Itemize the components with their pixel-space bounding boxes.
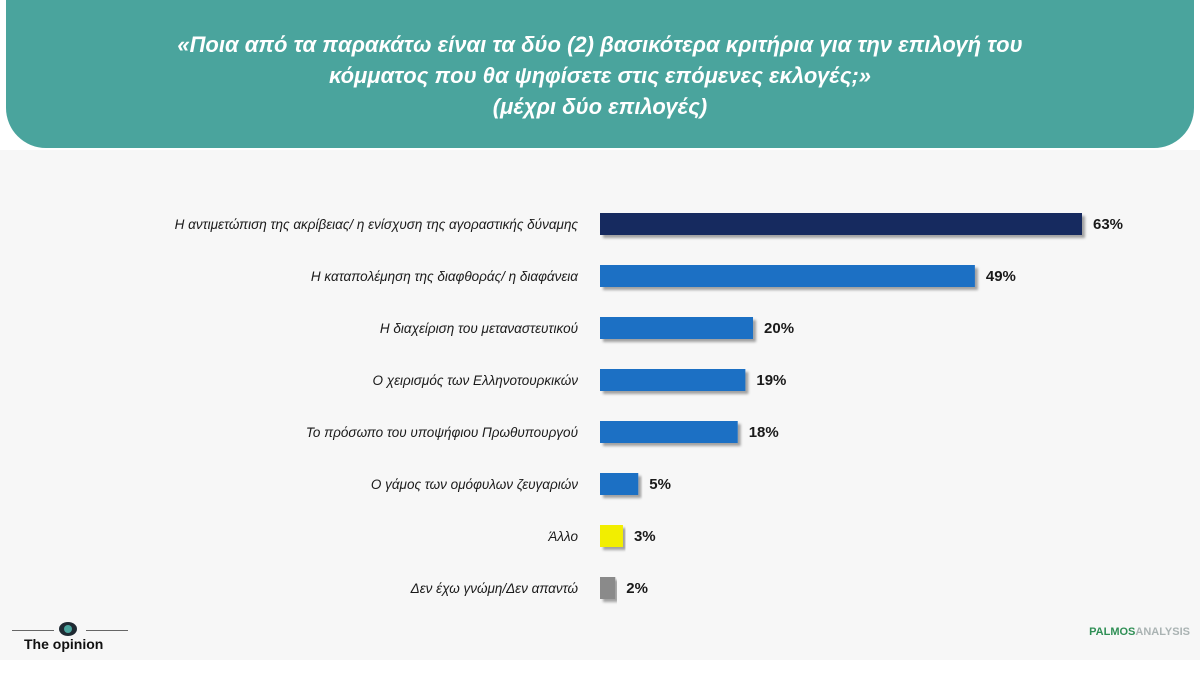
the-opinion-logo-text: The opinion: [24, 636, 104, 652]
the-opinion-logo: The opinion: [12, 620, 132, 656]
chart-title-line-3: (μέχρι δύο επιλογές): [492, 93, 708, 119]
palmos-logo-text-a: PALMOS: [1089, 626, 1136, 638]
category-label-4: Το πρόσωπο του υποψήφιου Πρωθυπουργού: [306, 425, 578, 440]
category-label-6: Άλλο: [547, 529, 578, 544]
category-label-5: Ο γάμος των ομόφυλων ζευγαριών: [371, 477, 578, 492]
value-label-6: 3%: [634, 528, 656, 545]
value-label-4: 18%: [749, 424, 779, 441]
value-label-3: 19%: [756, 372, 786, 389]
value-label-7: 2%: [626, 580, 648, 597]
bar-chart: Η αντιμετώπιση της ακρίβειας/ η ενίσχυση…: [175, 213, 1123, 599]
category-label-1: Η καταπολέμηση της διαφθοράς/ η διαφάνει…: [311, 269, 579, 284]
bar-1: [600, 265, 975, 287]
chart-title-line-1: «Ποια από τα παρακάτω είναι τα δύο (2) β…: [177, 31, 1023, 57]
logo-line-right: [86, 630, 128, 631]
category-label-2: Η διαχείριση του μεταναστευτικού: [380, 321, 578, 336]
bar-3: [600, 369, 746, 391]
value-label-0: 63%: [1093, 216, 1123, 233]
palmos-logo-text-b: ANALYSIS: [1135, 626, 1190, 638]
category-label-3: Ο χειρισμός των Ελληνοτουρκικών: [373, 373, 579, 388]
bar-4: [600, 421, 738, 443]
chart-title-box: «Ποια από τα παρακάτω είναι τα δύο (2) β…: [6, 0, 1194, 148]
bar-7: [600, 577, 616, 599]
eye-icon: [59, 622, 77, 636]
bar-5: [600, 473, 639, 495]
bars-layer: Η αντιμετώπιση της ακρίβειας/ η ενίσχυση…: [175, 213, 1123, 599]
category-label-7: Δεν έχω γνώμη/Δεν απαντώ: [410, 581, 579, 596]
logo-line-left: [12, 630, 54, 631]
chart-title-line-2: κόμματος που θα ψηφίσετε στις επόμενες ε…: [328, 62, 872, 88]
palmos-analysis-logo: PALMOSANALYSIS: [1089, 626, 1190, 638]
value-label-1: 49%: [986, 268, 1016, 285]
value-label-5: 5%: [649, 476, 671, 493]
footer-band: [0, 660, 1200, 675]
bar-2: [600, 317, 754, 339]
bar-6: [600, 525, 623, 547]
value-label-2: 20%: [764, 320, 794, 337]
category-label-0: Η αντιμετώπιση της ακρίβειας/ η ενίσχυση…: [175, 217, 579, 232]
bar-0: [600, 213, 1082, 235]
